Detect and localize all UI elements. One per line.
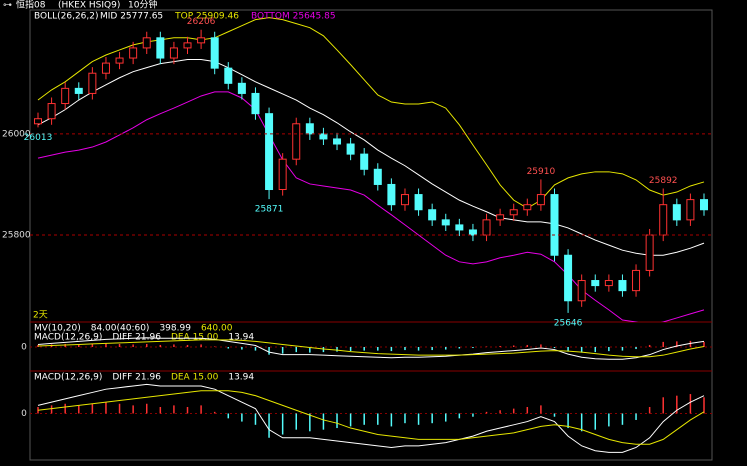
range-label: 2天 [33,311,48,321]
candle-body [536,194,545,206]
candle-body [496,214,505,221]
macd-line [37,383,705,453]
candle-body [251,92,260,115]
legend-entry: MID 25777.65 [100,12,163,22]
candle-body [645,234,654,271]
candle-body [618,280,627,292]
instrument[interactable]: 恒指08 [16,0,46,11]
boll-line [37,91,705,322]
extreme-label: 26013 [24,133,53,143]
period[interactable]: 10分钟 [128,0,157,11]
candle-body [319,133,328,140]
candle-body [156,37,165,59]
legend-entry: DEA 15.00 [171,373,219,383]
candle-body [88,72,97,94]
legend-entry: DIFF 21.96 [112,373,161,383]
candle-body [414,194,423,211]
candle-body [265,113,274,191]
candle-body [61,87,70,105]
legend-entry: MACD(12,26,9) [34,373,102,383]
candle-body [468,229,477,236]
candle-body [333,138,342,145]
candle-body [305,123,314,135]
candle-body [292,123,301,160]
y-tick-label: 0 [21,343,27,353]
candle-body [591,280,600,287]
candle-body [183,42,192,49]
macd-line [37,390,705,445]
candle-body [74,87,83,94]
y-tick-label: 26000 [2,129,31,139]
candle-body [360,153,369,170]
legend-entry: MV(10,20) [34,324,81,334]
extreme-label: 26206 [187,17,216,27]
y-tick-label: 25800 [2,231,31,241]
candle-body [47,103,56,120]
legend-entry: DEA 15.00 [171,333,219,343]
extreme-label: 25871 [255,205,284,215]
legend-entry: MACD(12,26,9) [34,333,102,343]
candle-body [659,204,668,236]
candle-body [373,168,382,185]
candle-body [387,183,396,206]
legend-entry: TOP 25909.46 [174,12,239,22]
candle-body [210,37,219,69]
legend-entry: 640.00 [201,324,233,334]
menu-icon[interactable]: ⊶ [3,1,12,11]
candle-body [509,209,518,216]
extreme-label: 25910 [527,167,556,177]
legend-entry: 13.94 [228,373,254,383]
candle-body [577,280,586,302]
candle-body [632,269,641,292]
indicator-name[interactable]: BOLL(26,26,2) [34,12,99,22]
candle-body [564,254,573,302]
price-panel [34,17,708,322]
boll-line [37,59,705,256]
candle-body [550,194,559,256]
candle-body [482,219,491,236]
legend-entry: BOTTOM 25645.85 [251,12,336,22]
legend-entry: 13.94 [228,333,254,343]
candle-body [224,67,233,84]
candle-body [142,37,151,49]
y-tick-label: 0 [21,409,27,419]
candle-body [169,47,178,59]
candle-body [115,57,124,64]
candle-body [428,209,437,221]
candle-body [441,219,450,226]
candle-body [129,47,138,59]
candle-body [604,280,613,287]
candle-body [346,143,355,155]
candle-body [455,224,464,231]
candle-body [34,118,42,125]
macd-line [37,339,705,358]
candle-body [400,194,409,206]
legend-entry: 398.99 [159,324,191,334]
candle-body [700,199,708,211]
extreme-label: 25892 [649,176,678,186]
macd-line [37,337,705,360]
extreme-label: 25646 [554,318,583,328]
candle-body [523,204,532,211]
candle-body [197,37,206,44]
symbol: (HKEX HSIQ9) [58,1,120,11]
legend-entry: DIFF 21.96 [112,333,161,343]
legend-entry: 84.00(40:60) [91,324,150,334]
candle-body [101,62,110,74]
candle-body [672,204,681,221]
candle-body [278,158,287,191]
candle-body [237,82,246,94]
candle-body [686,199,695,221]
